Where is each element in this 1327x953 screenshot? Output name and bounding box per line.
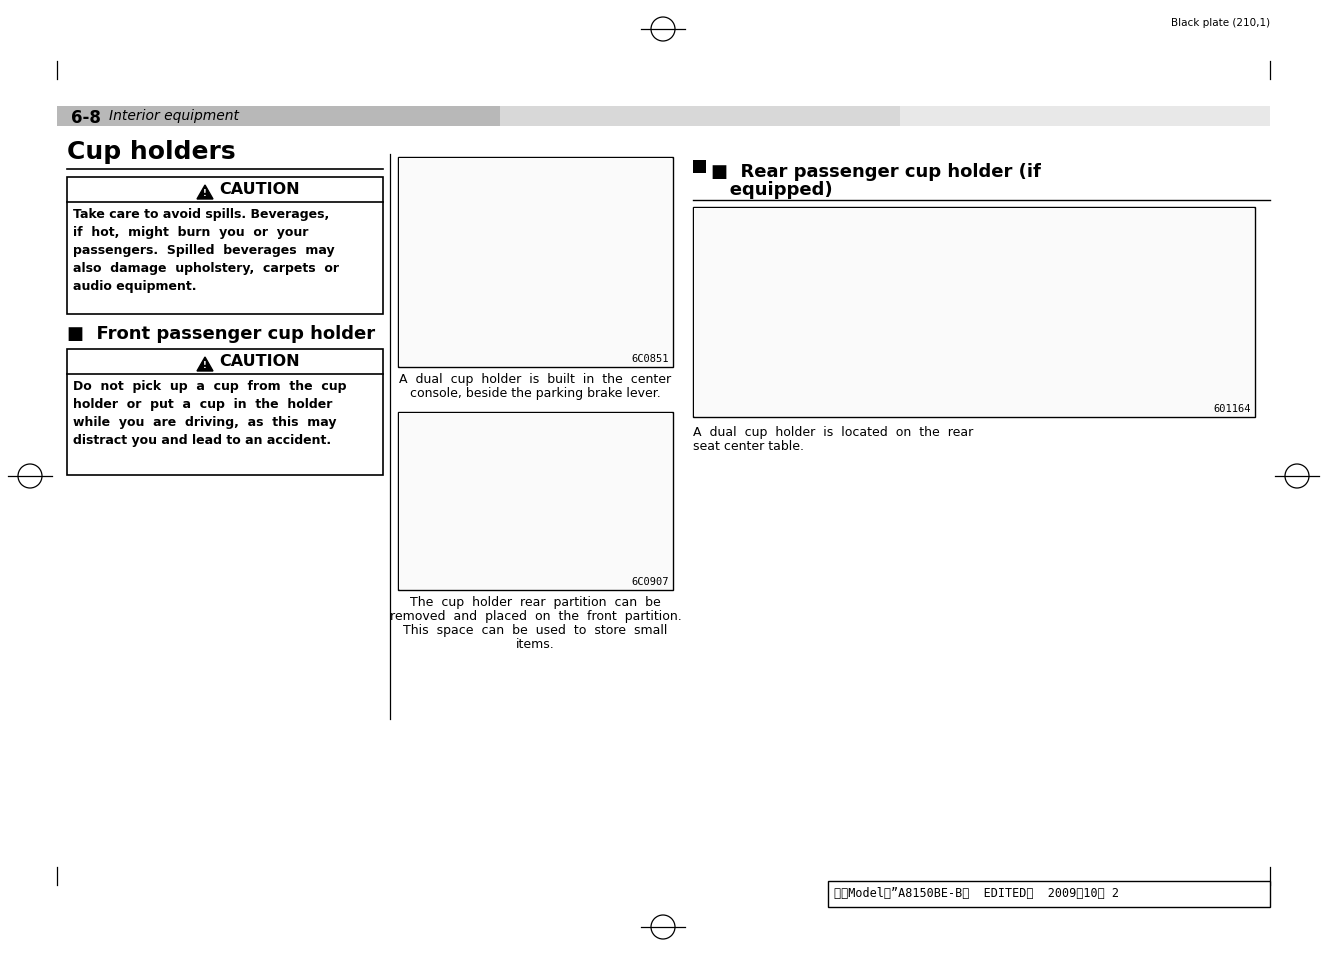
Bar [398, 413, 673, 590]
Text: A  dual  cup  holder  is  located  on  the  rear: A dual cup holder is located on the rear [693, 426, 973, 438]
Text: holder  or  put  a  cup  in  the  holder: holder or put a cup in the holder [73, 397, 332, 411]
Text: Cup holders: Cup holders [66, 140, 236, 164]
Text: ■  Front passenger cup holder: ■ Front passenger cup holder [66, 325, 376, 343]
Polygon shape [196, 186, 214, 200]
Text: passengers.  Spilled  beverages  may: passengers. Spilled beverages may [73, 244, 334, 256]
Text: Do  not  pick  up  a  cup  from  the  cup: Do not pick up a cup from the cup [73, 379, 346, 393]
Text: Interior equipment: Interior equipment [109, 109, 239, 123]
Text: Black plate (210,1): Black plate (210,1) [1170, 18, 1270, 28]
Text: This  space  can  be  used  to  store  small: This space can be used to store small [403, 623, 667, 637]
Text: 6C0907: 6C0907 [632, 577, 669, 586]
Text: if  hot,  might  burn  you  or  your: if hot, might burn you or your [73, 226, 308, 239]
Text: !: ! [203, 361, 207, 370]
Text: 6-8: 6-8 [72, 109, 101, 127]
Bar [399, 159, 671, 367]
Text: seat center table.: seat center table. [693, 439, 804, 453]
Text: ■  Rear passenger cup holder (if: ■ Rear passenger cup holder (if [711, 163, 1040, 181]
Text: equipped): equipped) [711, 181, 832, 199]
Text: items.: items. [516, 638, 555, 650]
Text: Take care to avoid spills. Beverages,: Take care to avoid spills. Beverages, [73, 208, 329, 221]
Text: 6C0851: 6C0851 [632, 354, 669, 364]
Text: also  damage  upholstery,  carpets  or: also damage upholstery, carpets or [73, 262, 338, 274]
Bar [500, 107, 1270, 127]
Text: The  cup  holder  rear  partition  can  be: The cup holder rear partition can be [410, 596, 661, 608]
Bar [399, 414, 671, 589]
Bar [828, 882, 1270, 907]
Polygon shape [196, 357, 214, 372]
Text: CAUTION: CAUTION [219, 354, 300, 369]
Bar [900, 107, 1270, 127]
Bar [66, 350, 384, 476]
Bar [694, 209, 1254, 416]
Bar [398, 158, 673, 368]
Bar [693, 208, 1255, 417]
Text: !: ! [203, 190, 207, 198]
Text: while  you  are  driving,  as  this  may: while you are driving, as this may [73, 416, 337, 429]
Text: distract you and lead to an accident.: distract you and lead to an accident. [73, 434, 332, 447]
Bar [693, 161, 706, 173]
Text: CAUTION: CAUTION [219, 182, 300, 196]
Text: audio equipment.: audio equipment. [73, 280, 196, 293]
Text: removed  and  placed  on  the  front  partition.: removed and placed on the front partitio… [390, 609, 681, 622]
Text: A  dual  cup  holder  is  built  in  the  center: A dual cup holder is built in the center [399, 373, 671, 386]
Text: console, beside the parking brake lever.: console, beside the parking brake lever. [410, 387, 661, 399]
Text: 601164: 601164 [1213, 403, 1251, 414]
Bar [66, 178, 384, 314]
Text: 北米Model１”A8150BE-B＂  EDITED：  2009／10／ 2: 北米Model１”A8150BE-B＂ EDITED： 2009／10／ 2 [833, 886, 1119, 899]
Bar [57, 107, 1270, 127]
